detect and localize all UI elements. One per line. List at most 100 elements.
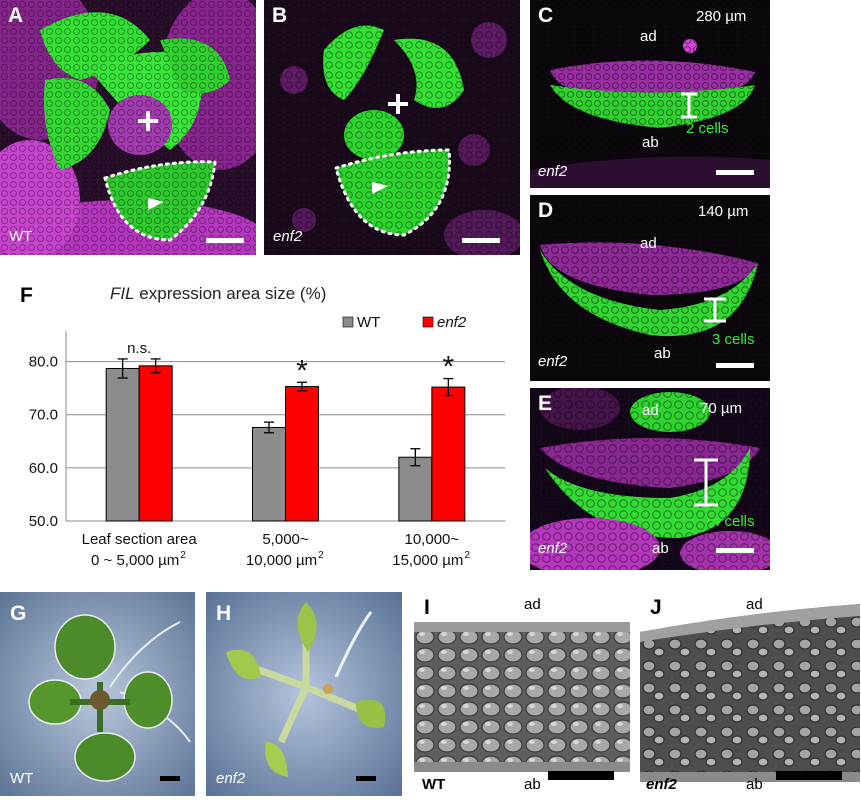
scale-bar bbox=[776, 771, 842, 780]
panel-c-micrograph bbox=[530, 0, 770, 188]
significance-label: n.s. bbox=[127, 340, 151, 357]
arrowhead-icon bbox=[372, 182, 388, 194]
measure-bracket-icon bbox=[704, 297, 726, 323]
genotype-label: enf2 bbox=[646, 776, 677, 793]
panel-g: G WT bbox=[0, 592, 195, 796]
y-tick-label: 60.0 bbox=[29, 460, 58, 477]
panel-label: B bbox=[272, 4, 288, 27]
panel-j-sem bbox=[640, 604, 860, 782]
x-category-superscript: 2 bbox=[180, 550, 186, 561]
y-tick-label: 70.0 bbox=[29, 407, 58, 424]
panel-f-chart: F FIL expression area size (%) 50.0 60.0 7… bbox=[0, 270, 525, 575]
x-category-label: 0 ~ 5,000 µm bbox=[91, 552, 179, 569]
genotype-label: WT bbox=[10, 770, 34, 787]
scale-bar bbox=[548, 771, 614, 780]
panel-label: I bbox=[424, 596, 430, 619]
significance-label: * bbox=[296, 354, 308, 387]
panel-label: C bbox=[538, 4, 554, 27]
abaxial-label: ab bbox=[524, 776, 541, 793]
measure-bracket-icon bbox=[694, 458, 718, 507]
panel-label: E bbox=[538, 392, 553, 415]
genotype-label: WT bbox=[9, 228, 33, 245]
plus-marker-icon bbox=[388, 94, 408, 114]
scale-bar bbox=[160, 776, 180, 781]
plus-marker-icon bbox=[138, 111, 158, 131]
legend-swatch-enf2 bbox=[422, 316, 434, 328]
arrowhead-icon bbox=[148, 198, 164, 210]
panel-label: G bbox=[10, 602, 27, 625]
depth-label: 70 µm bbox=[700, 400, 742, 417]
panel-g-photo bbox=[0, 592, 195, 796]
x-category-label: Leaf section area bbox=[82, 531, 198, 548]
adaxial-label: ad bbox=[642, 402, 659, 419]
chart-title-text: expression area size (%) bbox=[134, 284, 327, 303]
panel-a: A WT bbox=[0, 0, 256, 255]
genotype-label: enf2 bbox=[273, 228, 303, 245]
adaxial-label: ad bbox=[746, 596, 763, 613]
bar-WT bbox=[398, 456, 433, 522]
x-category-superscript: 2 bbox=[464, 550, 470, 561]
panel-d: D 140 µm ad 3 cells ab enf2 bbox=[530, 195, 770, 381]
cell-count-label: 3 cells bbox=[712, 331, 755, 348]
abaxial-label: ab bbox=[746, 776, 763, 793]
gene-name: FIL bbox=[110, 284, 135, 303]
panel-e: E ad 70 µm 4 cells ab enf2 bbox=[530, 388, 770, 570]
y-tick-label: 50.0 bbox=[29, 513, 58, 530]
bar-WT bbox=[252, 426, 286, 522]
x-category-label: 5,000~ bbox=[262, 531, 309, 548]
x-category-label: 10,000~ bbox=[405, 531, 460, 548]
bar-enf2 bbox=[138, 365, 173, 522]
cell-count-label: 4 cells bbox=[712, 513, 755, 530]
scale-bar bbox=[462, 238, 500, 243]
adaxial-label: ad bbox=[524, 596, 541, 613]
panel-label: D bbox=[538, 199, 554, 222]
significance-label: * bbox=[442, 351, 454, 384]
genotype-label: enf2 bbox=[538, 163, 568, 180]
scale-bar bbox=[356, 776, 376, 781]
panel-i-sem bbox=[414, 622, 630, 772]
legend-swatch-WT bbox=[342, 316, 354, 328]
cell-count-label: 2 cells bbox=[686, 120, 729, 137]
genotype-label: enf2 bbox=[538, 353, 568, 370]
genotype-label: enf2 bbox=[538, 540, 568, 557]
panel-label: J bbox=[650, 596, 662, 619]
bar-chart: 50.0 60.0 70.0 80.0 n.s. * * Leaf section area 0… bbox=[29, 314, 505, 569]
scale-bar bbox=[206, 238, 244, 243]
genotype-label: WT bbox=[422, 776, 446, 793]
abaxial-label: ab bbox=[642, 134, 659, 151]
panel-i: I ad WT ab bbox=[414, 592, 630, 800]
x-category-superscript: 2 bbox=[318, 550, 324, 561]
measure-bracket-icon bbox=[681, 92, 697, 119]
adaxial-label: ad bbox=[640, 235, 657, 252]
panel-b: B enf2 bbox=[264, 0, 520, 255]
panel-e-micrograph bbox=[530, 388, 770, 570]
legend-label: enf2 bbox=[437, 314, 467, 331]
panel-b-micrograph bbox=[264, 0, 520, 255]
chart-title: FIL expression area size (%) bbox=[110, 284, 326, 304]
depth-label: 280 µm bbox=[696, 8, 747, 25]
scale-bar bbox=[716, 170, 754, 175]
depth-label: 140 µm bbox=[698, 203, 749, 220]
panel-j: J ad enf2 ab bbox=[640, 592, 860, 800]
abaxial-label: ab bbox=[652, 540, 669, 557]
scale-bar bbox=[716, 548, 754, 553]
x-category-label: 15,000 µm bbox=[392, 552, 463, 569]
panel-c: C 280 µm ad 2 cells ab enf2 bbox=[530, 0, 770, 188]
panel-d-micrograph bbox=[530, 195, 770, 381]
abaxial-label: ab bbox=[654, 345, 671, 362]
bar-enf2 bbox=[431, 386, 466, 522]
panel-a-micrograph bbox=[0, 0, 256, 255]
y-tick-label: 80.0 bbox=[29, 354, 58, 371]
scale-bar bbox=[716, 363, 754, 368]
x-category-label: 10,000 µm bbox=[246, 552, 317, 569]
panel-h-photo bbox=[206, 592, 402, 796]
adaxial-label: ad bbox=[640, 28, 657, 45]
bar-WT bbox=[105, 367, 140, 522]
bar-enf2 bbox=[285, 386, 319, 522]
panel-label: A bbox=[8, 4, 24, 27]
panel-label: H bbox=[216, 602, 232, 625]
legend-label: WT bbox=[357, 314, 380, 331]
genotype-label: enf2 bbox=[216, 770, 246, 787]
panel-h: H enf2 bbox=[206, 592, 402, 796]
panel-label: F bbox=[20, 284, 33, 307]
